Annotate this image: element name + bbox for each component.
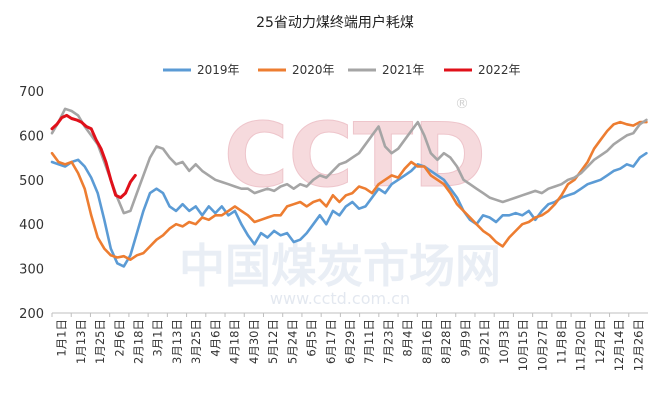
x-tick-label: 5月12日 bbox=[266, 319, 280, 364]
x-tick-label: 3月13日 bbox=[170, 319, 184, 364]
x-tick-label: 12月2日 bbox=[593, 319, 607, 364]
x-tick-label: 6月5日 bbox=[305, 319, 319, 357]
y-axis: 200 300 400 500 600 700 bbox=[19, 85, 44, 322]
chart-title: 25省动力煤终端用户耗煤 bbox=[256, 14, 414, 31]
x-axis: 1月1日 1月13日 1月25日 2月6日 2月18日 3月1日 3月13日 3月25日 4月6… bbox=[51, 313, 645, 371]
x-tick-label: 9月9日 bbox=[458, 319, 472, 357]
watermark-cn-text: 中国煤炭市场网 bbox=[179, 239, 501, 293]
x-tick-label: 4月18日 bbox=[228, 319, 242, 364]
x-tick-label: 6月17日 bbox=[324, 319, 338, 364]
x-tick-label: 11月8日 bbox=[554, 319, 568, 364]
y-tick-label: 700 bbox=[19, 85, 44, 100]
x-tick-label: 3月1日 bbox=[151, 319, 165, 357]
y-tick-label: 500 bbox=[19, 174, 44, 189]
watermark-en-text: www.cctd.com.cn bbox=[270, 289, 410, 308]
series-line-1 bbox=[50, 120, 648, 261]
x-tick-label: 11月20日 bbox=[574, 319, 588, 371]
x-tick-label: 2月6日 bbox=[112, 319, 126, 357]
y-tick-label: 600 bbox=[19, 129, 44, 144]
x-tick-label: 8月28日 bbox=[439, 319, 453, 364]
legend-label-1: 2020年 bbox=[292, 63, 335, 77]
x-tick-label: 1月13日 bbox=[74, 319, 88, 364]
x-tick-label: 1月1日 bbox=[55, 319, 69, 357]
x-tick-label: 3月25日 bbox=[189, 319, 203, 364]
y-tick-label: 200 bbox=[19, 307, 44, 322]
legend-label-3: 2022年 bbox=[478, 63, 521, 77]
x-tick-label: 12月14日 bbox=[612, 319, 626, 371]
registered-mark: ® bbox=[455, 96, 469, 112]
x-tick-label: 10月27日 bbox=[535, 319, 549, 371]
x-tick-label: 7月23日 bbox=[381, 319, 395, 364]
y-tick-label: 300 bbox=[19, 263, 44, 278]
x-tick-label: 4月30日 bbox=[247, 319, 261, 364]
x-tick-label: 6月29日 bbox=[343, 319, 357, 364]
legend-label-2: 2021年 bbox=[382, 63, 425, 77]
x-tick-label: 1月25日 bbox=[93, 319, 107, 364]
x-tick-label: 10月3日 bbox=[497, 319, 511, 364]
x-tick-label: 10月15日 bbox=[516, 319, 530, 371]
legend-label-0: 2019年 bbox=[197, 63, 240, 77]
series-line-3 bbox=[50, 113, 137, 200]
x-tick-label: 7月11日 bbox=[362, 319, 376, 364]
x-tick-label: 9月21日 bbox=[478, 319, 492, 364]
x-tick-label: 8月16日 bbox=[420, 319, 434, 364]
series-group bbox=[50, 107, 648, 268]
x-tick-label: 2月18日 bbox=[132, 319, 146, 364]
legend: 2019年 2020年 2021年 2022年 bbox=[163, 63, 521, 77]
x-tick-label: 8月4日 bbox=[401, 319, 415, 357]
x-tick-label: 12月26日 bbox=[631, 319, 645, 371]
series-line-2 bbox=[50, 107, 648, 215]
x-tick-label: 4月6日 bbox=[208, 319, 222, 357]
series-line-0 bbox=[50, 151, 648, 268]
x-tick-label: 5月24日 bbox=[285, 319, 299, 364]
y-tick-label: 400 bbox=[19, 218, 44, 233]
